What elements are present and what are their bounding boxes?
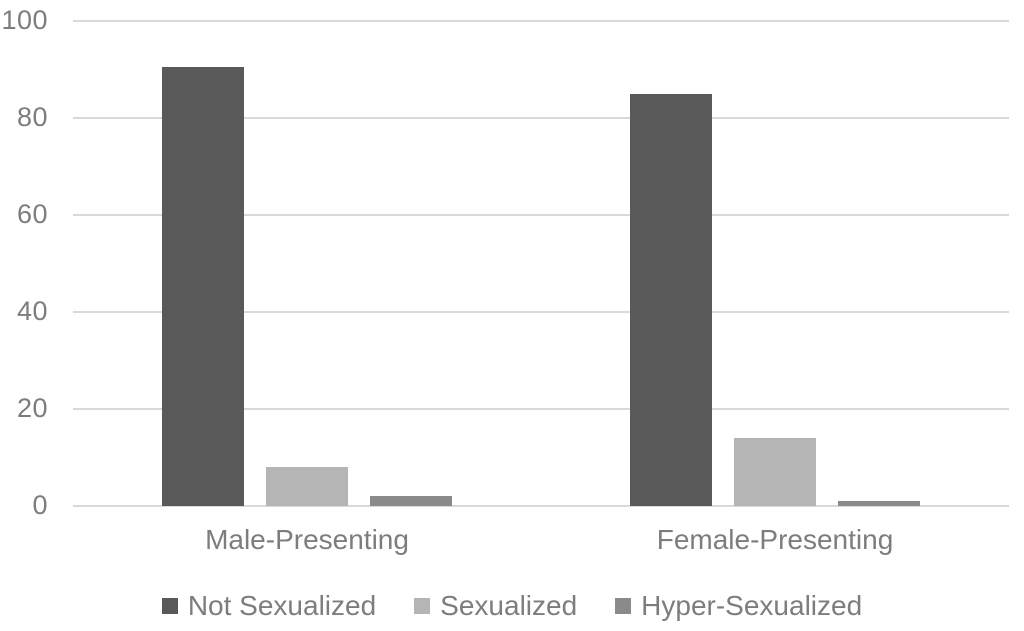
gridline — [73, 311, 1009, 313]
plot-area — [73, 20, 1009, 507]
legend-swatch — [161, 598, 178, 614]
y-axis-tick-label: 100 — [1, 4, 48, 35]
y-axis: 0 20 40 60 80 100 — [0, 0, 48, 631]
gridline — [73, 20, 1009, 22]
y-axis-tick-label: 60 — [16, 198, 48, 229]
bar-sexualized — [734, 438, 816, 506]
legend-item: Hyper-Sexualized — [615, 590, 862, 622]
gridline — [73, 214, 1009, 216]
gridline — [73, 408, 1009, 410]
category-label: Male-Presenting — [205, 524, 409, 555]
bar-sexualized — [266, 467, 348, 506]
y-axis-tick-label: 40 — [16, 295, 48, 326]
y-axis-tick-label: 20 — [16, 392, 48, 423]
legend-label: Hyper-Sexualized — [641, 590, 863, 621]
bar-hyper-sexualized — [838, 501, 920, 506]
category-labels: Male-Presenting Female-Presenting — [73, 524, 1009, 556]
legend-label: Sexualized — [440, 590, 578, 621]
legend-swatch — [414, 598, 431, 614]
bar-group — [541, 21, 1009, 506]
gridline — [73, 505, 1009, 507]
bar-groups — [73, 21, 1009, 506]
y-axis-tick-label: 80 — [16, 101, 48, 132]
legend-swatch — [615, 598, 632, 614]
bar-not-sexualized — [630, 93, 712, 506]
legend-item: Sexualized — [414, 590, 577, 622]
legend-label: Not Sexualized — [187, 590, 377, 621]
y-axis-tick-label: 0 — [32, 489, 48, 520]
legend: Not Sexualized Sexualized Hyper-Sexualized — [0, 590, 1024, 622]
legend-item: Not Sexualized — [161, 590, 377, 622]
bar-group — [73, 21, 541, 506]
bar-not-sexualized — [162, 67, 244, 506]
gridline — [73, 117, 1009, 119]
bar-hyper-sexualized — [370, 496, 452, 506]
category-label: Female-Presenting — [656, 524, 894, 555]
